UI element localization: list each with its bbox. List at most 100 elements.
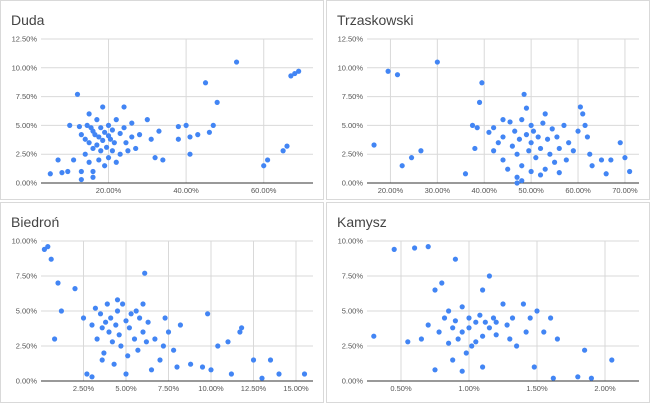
data-point bbox=[123, 140, 129, 146]
data-point bbox=[500, 134, 506, 140]
data-point bbox=[627, 168, 633, 175]
data-point bbox=[111, 140, 117, 146]
data-point bbox=[463, 350, 469, 356]
data-point bbox=[92, 305, 98, 311]
data-point bbox=[129, 120, 135, 126]
data-point bbox=[584, 134, 591, 140]
data-point bbox=[67, 122, 73, 128]
data-point bbox=[210, 122, 216, 128]
data-point bbox=[94, 117, 100, 123]
data-point bbox=[450, 357, 456, 363]
data-point bbox=[183, 122, 189, 128]
data-point bbox=[99, 325, 105, 331]
data-point bbox=[589, 163, 595, 169]
data-point bbox=[469, 122, 476, 128]
x-tick-label: 20.00% bbox=[96, 186, 122, 195]
data-point bbox=[92, 132, 98, 138]
data-point bbox=[516, 136, 523, 142]
data-point bbox=[129, 134, 135, 140]
data-point bbox=[123, 371, 129, 377]
data-point bbox=[128, 311, 134, 317]
data-point bbox=[556, 170, 562, 176]
data-point bbox=[561, 122, 567, 128]
data-point bbox=[512, 128, 518, 134]
data-point bbox=[548, 315, 554, 321]
data-point bbox=[109, 339, 115, 345]
data-point bbox=[446, 308, 452, 314]
data-point bbox=[459, 304, 465, 310]
data-point bbox=[509, 143, 515, 149]
data-point bbox=[96, 157, 102, 163]
data-point bbox=[473, 319, 479, 325]
data-point bbox=[70, 157, 77, 163]
data-point bbox=[140, 329, 146, 335]
data-point bbox=[292, 70, 298, 77]
data-point bbox=[205, 311, 211, 317]
data-point bbox=[530, 128, 537, 134]
data-point bbox=[267, 357, 274, 363]
data-point bbox=[528, 122, 534, 128]
data-point bbox=[514, 151, 520, 157]
data-point bbox=[117, 151, 123, 157]
data-point bbox=[391, 246, 397, 252]
data-point bbox=[89, 322, 95, 328]
data-point bbox=[523, 105, 530, 111]
data-point bbox=[473, 339, 479, 345]
x-tick-label: 12.50% bbox=[241, 384, 267, 393]
data-point bbox=[59, 170, 65, 176]
data-point bbox=[425, 322, 431, 328]
data-point bbox=[89, 374, 95, 380]
data-point bbox=[500, 157, 506, 163]
data-point bbox=[175, 123, 181, 130]
data-point bbox=[296, 68, 302, 74]
data-point bbox=[514, 174, 520, 180]
y-tick-label: 5.00% bbox=[342, 121, 364, 130]
data-point bbox=[582, 347, 588, 353]
x-tick-label: 30.00% bbox=[425, 186, 451, 195]
data-point bbox=[528, 140, 534, 146]
data-point bbox=[507, 119, 513, 125]
data-point bbox=[111, 361, 117, 367]
data-point bbox=[455, 336, 461, 342]
y-tick-label: 10.00% bbox=[338, 63, 364, 72]
data-point bbox=[148, 136, 154, 142]
data-point bbox=[617, 140, 623, 146]
scatter-plot: 0.00% 2.50% 5.00% 7.50% 10.00% 12.50% 20.00% 40… bbox=[12, 35, 313, 195]
data-point bbox=[120, 301, 126, 307]
scatter-plot: 0.00% 2.50% 5.00% 7.50% 10.00% 2.50% 5.00% 7.50… bbox=[12, 237, 313, 393]
data-point bbox=[145, 319, 151, 325]
data-point bbox=[450, 325, 456, 331]
x-tick-label: 1.00% bbox=[458, 384, 480, 393]
chart-title: Trzaskowski bbox=[337, 12, 414, 28]
data-point bbox=[520, 301, 526, 307]
data-point bbox=[86, 159, 92, 165]
data-point bbox=[535, 134, 541, 140]
data-point bbox=[187, 134, 193, 140]
chart-panel-kamysz: Kamysz 0.00% 2.50% 5.00% 7.50% 10.00% 0.50% 1.… bbox=[326, 202, 650, 403]
data-point bbox=[98, 148, 104, 154]
data-point bbox=[566, 140, 572, 146]
data-point bbox=[486, 129, 492, 135]
data-point bbox=[261, 163, 267, 169]
data-point bbox=[588, 375, 594, 381]
chart-panel-duda: Duda 0.00% 2.50% 5.00% 7.50% 10.00% 12.50% 20.… bbox=[0, 0, 324, 200]
data-point bbox=[137, 315, 143, 321]
data-point bbox=[52, 336, 58, 342]
data-point bbox=[519, 178, 525, 184]
data-point bbox=[582, 122, 588, 128]
data-point bbox=[541, 329, 547, 335]
data-point bbox=[479, 80, 485, 86]
data-point bbox=[500, 301, 506, 307]
data-point bbox=[78, 168, 84, 175]
data-point bbox=[531, 364, 537, 370]
data-point bbox=[105, 155, 112, 161]
data-point bbox=[482, 319, 488, 325]
data-point bbox=[152, 155, 158, 161]
data-point bbox=[523, 132, 530, 138]
data-point bbox=[104, 301, 110, 307]
data-point bbox=[102, 163, 108, 169]
chart-panel-biedron: Biedroń 0.00% 2.50% 5.00% 7.50% 10.00% 2.50% 5… bbox=[0, 202, 324, 403]
data-point bbox=[233, 59, 240, 65]
data-point bbox=[486, 325, 492, 331]
